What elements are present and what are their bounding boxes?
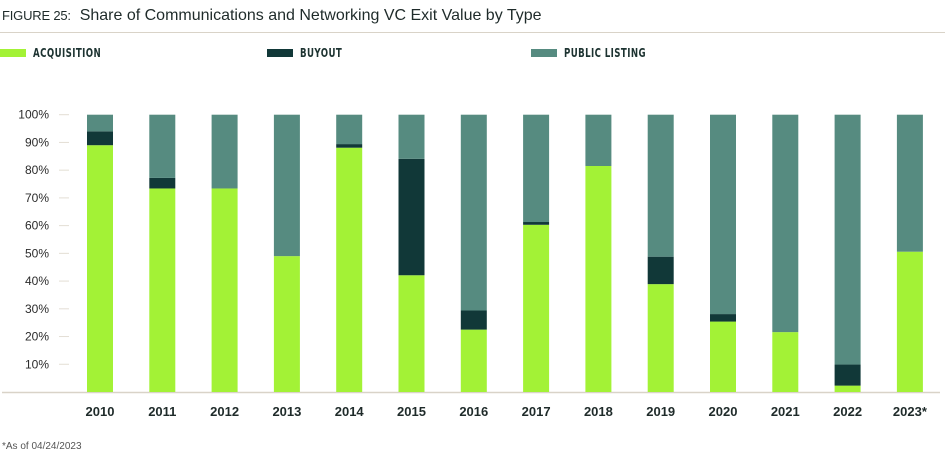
- x-tick-label: 2019: [646, 404, 675, 419]
- legend-item-buyout: BUYOUT: [267, 46, 353, 60]
- legend-swatch-acquisition: [0, 49, 26, 57]
- y-tick-label: 10%: [25, 357, 49, 371]
- bar-segment-acquisition: [772, 332, 799, 392]
- bar-segment-public-listing: [336, 114, 363, 145]
- bar-segment-public-listing: [211, 114, 238, 189]
- bar-segment-buyout: [149, 177, 176, 189]
- y-tick-label: 60%: [25, 219, 49, 233]
- y-tick-label: 40%: [25, 274, 49, 288]
- bar-segment-acquisition: [834, 385, 861, 392]
- x-tick-label: 2020: [709, 404, 738, 419]
- legend-swatch-public-listing: [531, 49, 557, 57]
- legend-item-public-listing: PUBLIC LISTING: [531, 46, 666, 60]
- bar-segment-buyout: [460, 310, 487, 330]
- bar-segment-public-listing: [87, 114, 113, 132]
- bar-segment-public-listing: [149, 114, 176, 178]
- x-tick-label: 2015: [397, 404, 426, 419]
- chart-title: FIGURE 25: Share of Communications and N…: [2, 7, 542, 25]
- legend-label: ACQUISITION: [33, 46, 102, 60]
- bar-segment-acquisition: [585, 166, 612, 392]
- x-tick-label: 2022: [833, 404, 862, 419]
- bar-segment-public-listing: [772, 114, 799, 333]
- legend-label: BUYOUT: [300, 46, 343, 60]
- x-tick-label: 2017: [522, 404, 551, 419]
- bar-segment-acquisition: [211, 188, 238, 392]
- bar-segment-public-listing: [896, 114, 923, 252]
- bar-segment-public-listing: [273, 114, 300, 257]
- bar-segment-acquisition: [273, 256, 300, 392]
- bar-segment-public-listing: [460, 114, 487, 311]
- x-tick-label: 2021: [771, 404, 800, 419]
- bar-segment-public-listing: [398, 114, 425, 159]
- x-tick-label: 2014: [335, 404, 365, 419]
- bar-segment-public-listing: [647, 114, 674, 257]
- x-tick-label: 2011: [148, 404, 176, 419]
- x-tick-label: 2018: [584, 404, 613, 419]
- legend-label: PUBLIC LISTING: [564, 46, 646, 60]
- bar-segment-public-listing: [710, 114, 736, 315]
- y-tick-label: 70%: [25, 191, 49, 205]
- bar-segment-buyout: [87, 131, 113, 146]
- bar-segment-buyout: [834, 364, 861, 386]
- title-divider: [0, 32, 945, 33]
- x-tick-label: 2012: [210, 404, 239, 419]
- bar-segment-acquisition: [647, 284, 674, 392]
- bar-segment-acquisition: [460, 329, 487, 392]
- x-tick-label: 2023*: [893, 404, 928, 419]
- bar-segment-acquisition: [87, 145, 113, 392]
- bar-segment-public-listing: [834, 114, 861, 365]
- bar-segment-buyout: [710, 314, 736, 322]
- bar-segment-acquisition: [398, 275, 425, 392]
- bar-segment-acquisition: [896, 251, 923, 392]
- x-tick-label: 2010: [86, 404, 115, 419]
- x-tick-label: 2013: [272, 404, 301, 419]
- legend-swatch-buyout: [267, 49, 293, 57]
- y-tick-label: 100%: [18, 108, 49, 122]
- title-text: Share of Communications and Networking V…: [79, 7, 542, 24]
- y-tick-label: 30%: [25, 302, 49, 316]
- y-tick-label: 90%: [25, 135, 49, 149]
- x-tick-label: 2016: [459, 404, 488, 419]
- bar-segment-public-listing: [585, 114, 612, 167]
- footnote: *As of 04/24/2023: [2, 441, 82, 452]
- bar-segment-public-listing: [523, 114, 550, 223]
- bar-segment-buyout: [523, 222, 550, 225]
- bar-segment-buyout: [647, 256, 674, 285]
- bar-segment-acquisition: [149, 188, 176, 392]
- bar-segment-acquisition: [336, 147, 363, 392]
- bar-segment-acquisition: [710, 321, 736, 392]
- bar-segment-acquisition: [523, 224, 550, 392]
- bar-segment-buyout: [336, 144, 363, 148]
- y-tick-label: 20%: [25, 330, 49, 344]
- figure-number: FIGURE 25:: [2, 8, 71, 23]
- y-tick-label: 80%: [25, 163, 49, 177]
- y-tick-label: 50%: [25, 246, 49, 260]
- bar-segment-buyout: [398, 158, 425, 276]
- legend-item-acquisition: ACQUISITION: [0, 46, 118, 60]
